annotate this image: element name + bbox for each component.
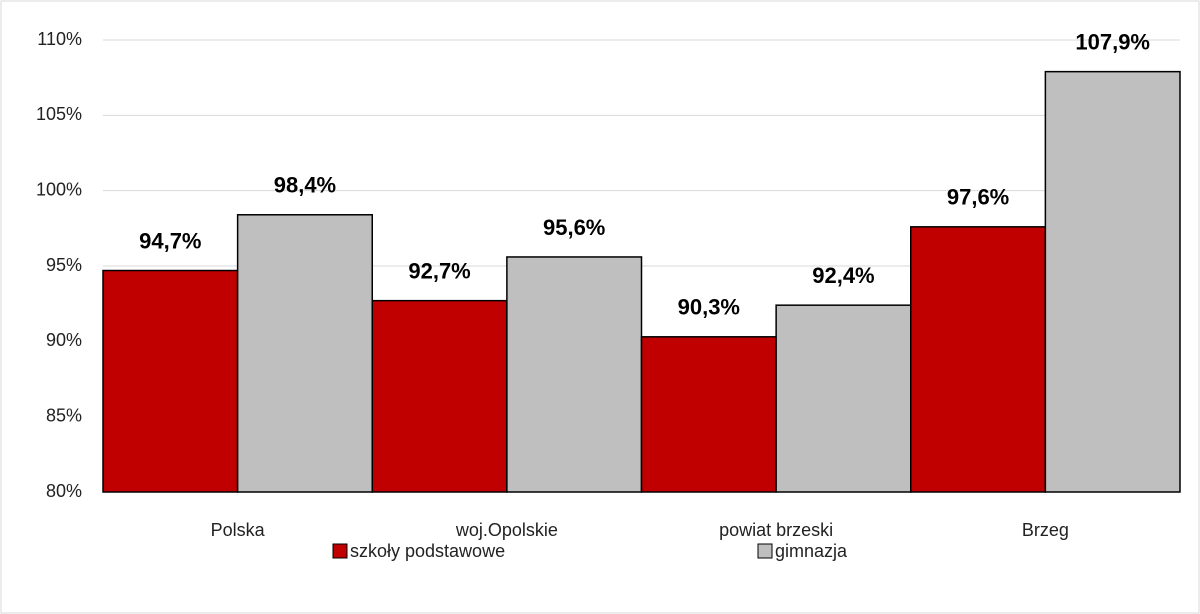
y-tick-label: 85% — [46, 405, 82, 425]
x-tick-label: Polska — [211, 520, 266, 540]
x-tick-label: powiat brzeski — [719, 520, 833, 540]
bar — [910, 226, 1047, 493]
bar — [775, 304, 912, 493]
value-label: 107,9% — [1075, 29, 1150, 54]
legend-swatch — [332, 543, 348, 559]
value-label: 92,7% — [408, 258, 470, 283]
y-tick-label: 90% — [46, 330, 82, 350]
y-tick-label: 95% — [46, 255, 82, 275]
x-tick-label: Brzeg — [1022, 520, 1069, 540]
y-tick-label: 80% — [46, 481, 82, 501]
bar — [371, 299, 508, 493]
y-tick-label: 100% — [36, 179, 82, 199]
legend-swatch — [757, 543, 773, 559]
value-label: 95,6% — [543, 215, 605, 240]
legend-label: gimnazja — [775, 541, 848, 561]
value-label: 97,6% — [947, 185, 1009, 210]
y-tick-label: 110% — [37, 29, 82, 49]
bar — [1044, 70, 1181, 493]
value-label: 98,4% — [274, 173, 336, 198]
bar — [102, 269, 239, 493]
value-label: 92,4% — [812, 263, 874, 288]
x-tick-label: woj.Opolskie — [455, 520, 558, 540]
legend-label: szkoły podstawowe — [350, 541, 505, 561]
y-tick-label: 105% — [36, 104, 82, 124]
bar — [506, 256, 643, 493]
bar — [236, 214, 373, 493]
value-label: 94,7% — [139, 228, 201, 253]
bar — [640, 336, 777, 493]
value-label: 90,3% — [678, 295, 740, 320]
